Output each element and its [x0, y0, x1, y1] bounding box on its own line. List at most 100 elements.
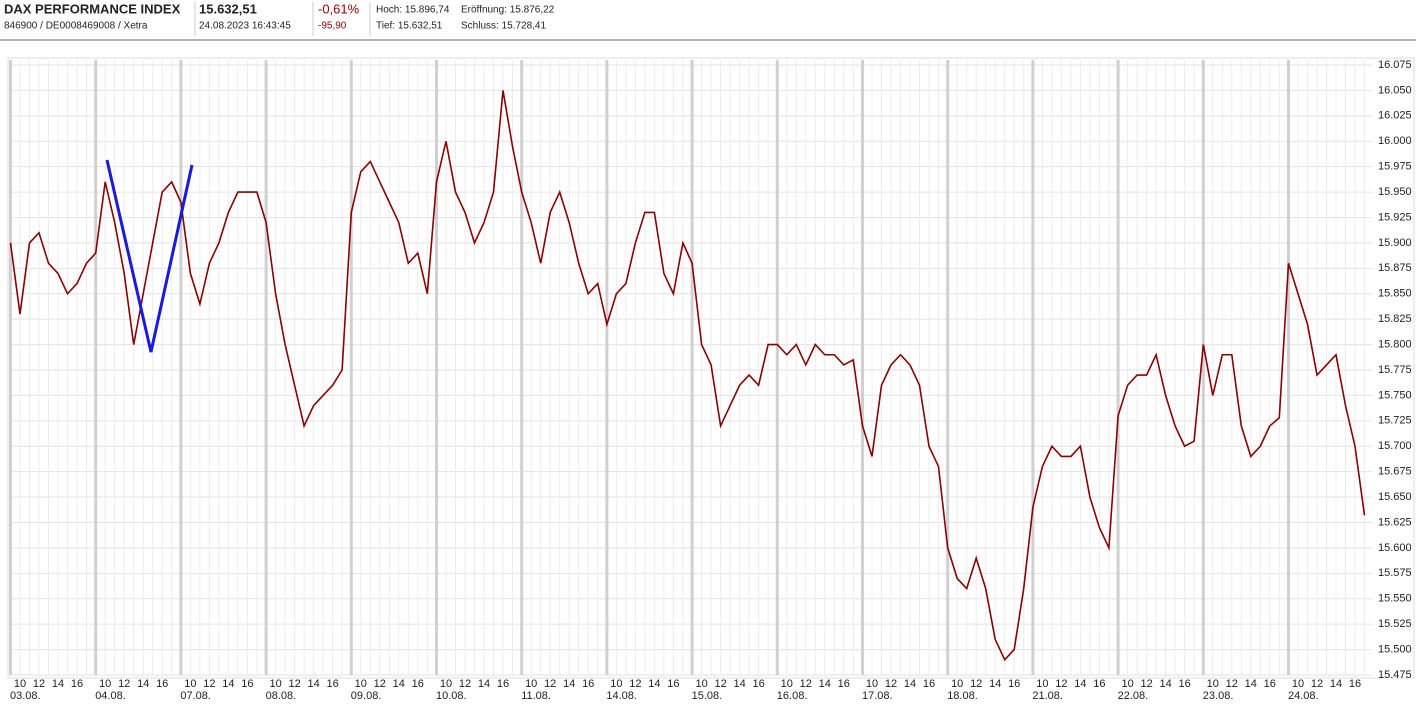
x-tick-label: 12 [1140, 678, 1152, 690]
x-tick-label: 16 [582, 678, 594, 690]
y-tick-label: 15.725 [1378, 415, 1412, 427]
x-tick-label: 14 [222, 678, 234, 690]
y-tick-label: 15.475 [1378, 669, 1412, 681]
y-tick-label: 15.975 [1378, 161, 1412, 173]
x-tick-label: 10 [610, 678, 622, 690]
x-tick-label: 16 [1008, 678, 1020, 690]
plot: 15.475 15.500 15.525 15.550 15.575 15.600 15.6… [9, 59, 1412, 702]
timestamp: 24.08.2023 16:43:45 [199, 21, 291, 32]
x-tick-label: 12 [118, 678, 130, 690]
x-tick-label: 10 [1036, 678, 1048, 690]
x-tick-label: 10 [440, 678, 452, 690]
x-tick-label: 16 [752, 678, 764, 690]
x-tick-label: 16 [1093, 678, 1105, 690]
y-tick-label: 15.625 [1378, 516, 1412, 528]
y-tick-label: 16.000 [1378, 135, 1412, 147]
y-tick-label: 15.925 [1378, 211, 1412, 223]
x-tick-label: 12 [629, 678, 641, 690]
x-tick-label: 10 [866, 678, 878, 690]
x-tick-label: 10 [1207, 678, 1219, 690]
price: 15.632,51 [199, 1, 257, 16]
x-tick-label: 14 [904, 678, 916, 690]
x-tick-label: 10 [781, 678, 793, 690]
y-tick-label: 15.875 [1378, 262, 1412, 274]
x-tick-label: 12 [459, 678, 471, 690]
day-label: 03.08. [10, 690, 41, 702]
x-tick-label: 12 [970, 678, 982, 690]
x-tick-label: 14 [1330, 678, 1342, 690]
x-tick-label: 16 [1349, 678, 1361, 690]
x-tick-label: 14 [819, 678, 831, 690]
x-tick-label: 12 [288, 678, 300, 690]
x-tick-label: 10 [695, 678, 707, 690]
x-tick-label: 12 [374, 678, 386, 690]
x-tick-label: 10 [269, 678, 281, 690]
high: Hoch: 15.896,74 [376, 5, 450, 16]
day-label: 21.08. [1032, 690, 1063, 702]
x-tick-label: 14 [1159, 678, 1171, 690]
y-tick-label: 15.900 [1378, 237, 1412, 249]
y-tick-label: 15.950 [1378, 186, 1412, 198]
y-tick-label: 16.050 [1378, 84, 1412, 96]
x-tick-label: 16 [412, 678, 424, 690]
x-tick-label: 16 [838, 678, 850, 690]
day-label: 18.08. [947, 690, 978, 702]
day-label: 24.08. [1288, 690, 1319, 702]
day-label: 17.08. [862, 690, 893, 702]
y-tick-label: 15.775 [1378, 364, 1412, 376]
day-label: 11.08. [521, 690, 551, 702]
y-tick-label: 15.675 [1378, 466, 1412, 478]
day-label: 15.08. [692, 690, 723, 702]
x-tick-label: 10 [14, 678, 26, 690]
x-tick-label: 10 [1292, 678, 1304, 690]
day-label: 07.08. [180, 690, 211, 702]
x-tick-label: 14 [1245, 678, 1257, 690]
close: Schluss: 15.728,41 [461, 21, 546, 32]
y-tick-label: 15.550 [1378, 593, 1412, 605]
x-tick-label: 10 [525, 678, 537, 690]
price-line [9, 90, 1366, 662]
y-tick-label: 15.575 [1378, 567, 1412, 579]
x-tick-label: 12 [1226, 678, 1238, 690]
day-label: 09.08. [351, 690, 382, 702]
x-tick-label: 16 [667, 678, 679, 690]
open: Eröffnung: 15.876,22 [461, 5, 555, 16]
x-tick-label: 12 [714, 678, 726, 690]
low: Tief: 15.632,51 [376, 21, 443, 32]
x-tick-label: 10 [951, 678, 963, 690]
change-abs: -95,90 [318, 21, 347, 32]
y-tick-label: 15.700 [1378, 440, 1412, 452]
day-label: 14.08. [606, 690, 637, 702]
y-tick-label: 15.800 [1378, 338, 1412, 350]
x-tick-label: 14 [648, 678, 660, 690]
y-tick-label: 15.750 [1378, 389, 1412, 401]
x-tick-label: 14 [52, 678, 64, 690]
y-tick-label: 15.650 [1378, 491, 1412, 503]
x-tick-label: 10 [99, 678, 111, 690]
x-tick-label: 10 [1121, 678, 1133, 690]
x-tick-label: 12 [1311, 678, 1323, 690]
x-tick-label: 16 [1178, 678, 1190, 690]
x-tick-label: 12 [885, 678, 897, 690]
subtitle: 846900 / DE0008469008 / Xetra [4, 21, 148, 32]
x-tick-label: 16 [156, 678, 168, 690]
day-label: 22.08. [1118, 690, 1149, 702]
drawing [105, 159, 194, 353]
x-tick-label: 14 [478, 678, 490, 690]
x-tick-label: 14 [563, 678, 575, 690]
x-tick-label: 12 [203, 678, 215, 690]
day-label: 23.08. [1203, 690, 1234, 702]
x-tick-label: 14 [733, 678, 745, 690]
day-label: 10.08. [436, 690, 467, 702]
x-tick-label: 14 [307, 678, 319, 690]
day-label: 04.08. [95, 690, 126, 702]
x-tick-label: 14 [137, 678, 149, 690]
y-tick-label: 15.600 [1378, 542, 1412, 554]
x-tick-label: 14 [393, 678, 405, 690]
x-tick-label: 16 [241, 678, 253, 690]
x-tick-label: 16 [497, 678, 509, 690]
y-tick-label: 16.075 [1378, 59, 1412, 71]
y-tick-label: 15.500 [1378, 643, 1412, 655]
y-tick-label: 15.850 [1378, 288, 1412, 300]
